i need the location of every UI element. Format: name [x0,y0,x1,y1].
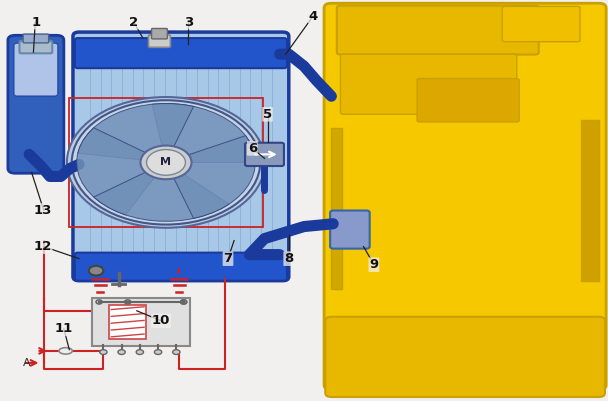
Circle shape [140,146,192,179]
FancyBboxPatch shape [340,54,517,114]
Text: 9: 9 [369,258,379,271]
Polygon shape [78,103,193,161]
Text: 5: 5 [263,108,272,121]
FancyBboxPatch shape [19,41,52,53]
Circle shape [72,100,260,225]
Polygon shape [581,120,599,281]
Text: 13: 13 [33,204,52,217]
Circle shape [67,97,265,228]
Text: 11: 11 [55,322,73,335]
FancyBboxPatch shape [502,6,580,42]
FancyBboxPatch shape [92,298,190,346]
FancyBboxPatch shape [73,32,289,281]
FancyBboxPatch shape [337,6,539,55]
FancyBboxPatch shape [75,38,287,68]
Polygon shape [152,103,255,162]
Text: 4: 4 [308,10,318,22]
Bar [69,98,263,227]
Ellipse shape [59,348,72,354]
Circle shape [118,350,125,354]
Text: 12: 12 [33,240,52,253]
Text: 2: 2 [129,16,139,28]
Text: 1: 1 [32,16,41,28]
Polygon shape [77,128,158,215]
Text: M: M [161,158,171,167]
Text: 3: 3 [184,16,193,28]
FancyBboxPatch shape [8,35,64,173]
FancyBboxPatch shape [148,35,170,47]
Circle shape [100,350,107,354]
Text: 7: 7 [223,252,233,265]
Circle shape [136,350,143,354]
Text: 8: 8 [284,252,294,265]
Bar [331,128,342,289]
Text: 6: 6 [247,142,257,155]
FancyBboxPatch shape [14,43,58,96]
Text: A: A [23,358,31,368]
FancyBboxPatch shape [325,317,605,397]
FancyBboxPatch shape [23,34,49,43]
Circle shape [147,150,185,175]
Bar [109,305,146,339]
FancyBboxPatch shape [151,28,167,39]
FancyBboxPatch shape [330,211,370,249]
Circle shape [173,350,180,354]
FancyBboxPatch shape [75,253,287,281]
FancyBboxPatch shape [324,3,606,390]
Text: 10: 10 [152,314,170,327]
Polygon shape [94,169,229,221]
FancyBboxPatch shape [417,79,519,122]
Polygon shape [171,136,255,219]
FancyBboxPatch shape [245,143,284,166]
Circle shape [154,350,162,354]
Circle shape [89,266,103,275]
